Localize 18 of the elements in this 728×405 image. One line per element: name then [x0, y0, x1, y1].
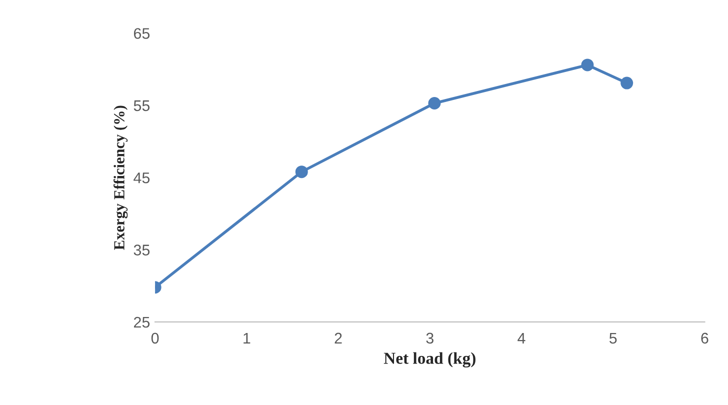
x-tick-label: 5 — [609, 332, 617, 344]
x-tick-label: 6 — [701, 332, 708, 344]
y-tick-label: 55 — [134, 100, 150, 112]
x-tick-label: 4 — [518, 332, 526, 344]
x-tick-label: 0 — [151, 332, 159, 344]
point — [295, 166, 308, 178]
y-tick-label: 65 — [134, 28, 150, 39]
y-tick-label: 25 — [134, 316, 150, 328]
point — [581, 58, 594, 72]
point — [620, 76, 634, 90]
y-tick-label: 45 — [134, 172, 150, 184]
x-tick-label: 3 — [426, 332, 434, 344]
x-tick-label: 2 — [334, 332, 342, 344]
y-tick-label: 35 — [134, 244, 150, 256]
point — [428, 96, 441, 110]
x-tick-label: 1 — [244, 332, 250, 344]
x-axis-title: Net load (kg) — [384, 352, 476, 368]
y-axis-title: Exergy Efficiency (%) — [114, 106, 128, 250]
